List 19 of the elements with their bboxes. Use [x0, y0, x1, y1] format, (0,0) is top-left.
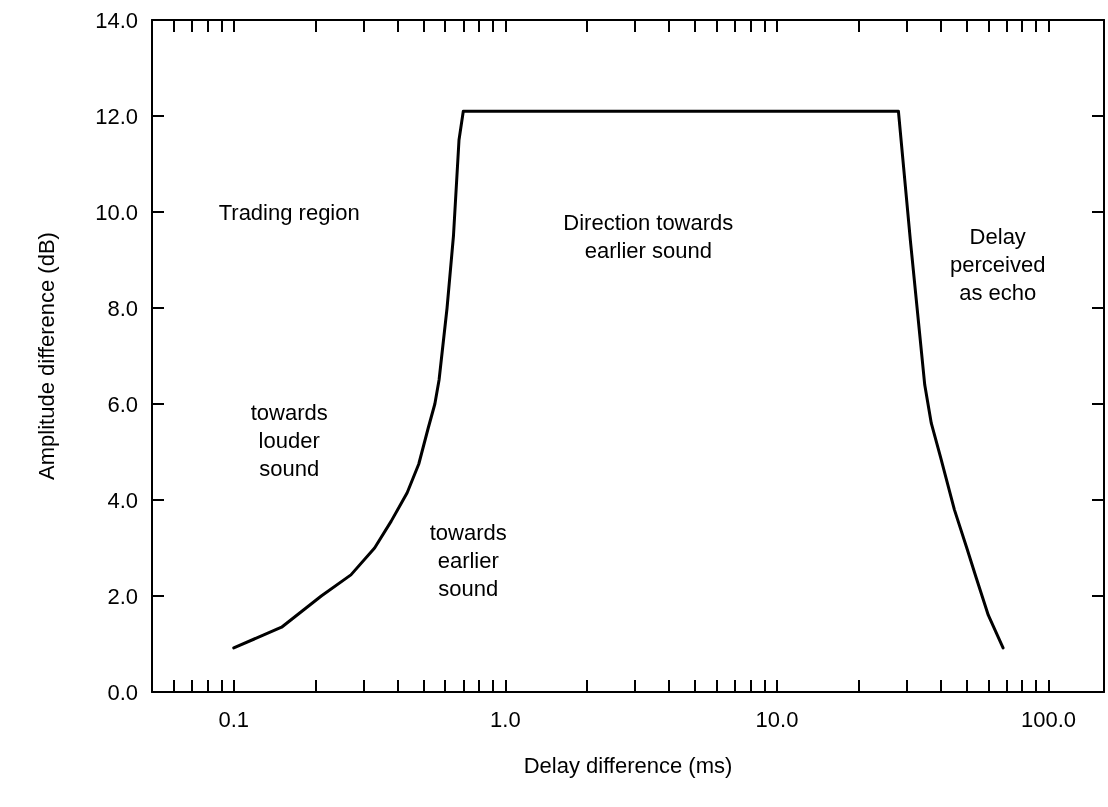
y-tick-label: 0.0: [107, 679, 138, 705]
y-tick-label: 4.0: [107, 487, 138, 513]
annotation: Delay perceived as echo: [950, 224, 1046, 306]
x-tick-label: 1.0: [490, 706, 521, 732]
x-tick-label: 100.0: [1021, 706, 1077, 732]
y-tick-label: 14.0: [95, 7, 138, 33]
annotation: towards louder sound: [250, 399, 328, 481]
y-tick-label: 2.0: [107, 583, 138, 609]
x-tick-label: 10.0: [755, 706, 799, 732]
y-axis-title: Amplitude difference (dB): [33, 232, 59, 480]
y-tick-label: 12.0: [95, 103, 138, 129]
y-tick-label: 8.0: [107, 295, 138, 321]
y-tick-label: 10.0: [95, 199, 138, 225]
x-axis-title: Delay difference (ms): [523, 752, 733, 778]
annotation: towards earlier sound: [429, 519, 507, 601]
annotation: Trading region: [218, 199, 360, 225]
y-tick-label: 6.0: [107, 391, 138, 417]
x-tick-label: 0.1: [218, 706, 250, 732]
annotation: Direction towards earlier sound: [563, 209, 734, 263]
